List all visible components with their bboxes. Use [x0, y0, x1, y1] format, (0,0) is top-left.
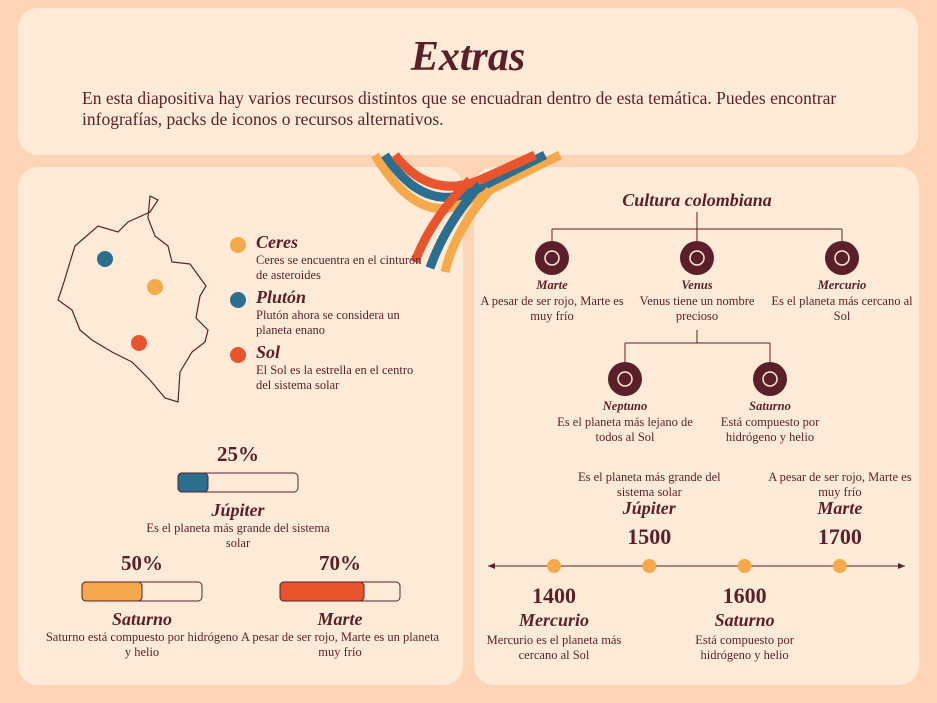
progress-fill — [279, 581, 365, 602]
legend-name: Plutón — [256, 287, 307, 307]
colombia-map — [57, 195, 209, 403]
progress-text: Es el planeta más grande del sistema sol… — [146, 521, 330, 550]
progress-name: Saturno — [111, 609, 173, 629]
ribbon — [371, 150, 563, 274]
node-text: Venus tiene un nombre precioso — [639, 294, 755, 323]
node-name: Neptuno — [602, 399, 648, 413]
node-text: A pesar de ser rojo, Marte es muy frío — [480, 294, 624, 323]
legend-dot — [230, 347, 246, 363]
node-glyph — [544, 250, 560, 266]
tree-title: Cultura colombiana — [622, 190, 772, 210]
event-text: A pesar de ser rojo, Marte es muy frío — [768, 470, 912, 499]
progress-name: Marte — [317, 609, 363, 629]
legend-text: Plutón ahora se considera un planeta ena… — [256, 308, 400, 337]
node-glyph — [689, 250, 705, 266]
node-text: Está compuesto por hidrógeno y helio — [720, 415, 820, 444]
map-dot — [97, 251, 113, 267]
progress-text: A pesar de ser rojo, Marte es un planeta… — [240, 630, 440, 659]
event-text: Está compuesto por hidrógeno y helio — [695, 633, 794, 662]
node-text: Es el planeta más lejano de todos al Sol — [557, 415, 693, 444]
timeline-dot — [642, 559, 657, 573]
node-icon — [535, 241, 569, 275]
event-text: Es el planeta más grande del sistema sol… — [577, 470, 721, 499]
node-name: Venus — [681, 278, 713, 292]
legend-name: Sol — [256, 342, 281, 362]
node-name: Saturno — [749, 399, 791, 413]
legend-text: El Sol es la estrella en el centro del s… — [256, 363, 414, 392]
node-name: Mercurio — [817, 278, 867, 292]
event-name: Mercurio — [518, 610, 589, 630]
node-icon — [753, 362, 787, 396]
left-panel — [18, 167, 463, 685]
legend-text: Ceres se encuentra en el cinturón de ast… — [256, 253, 422, 282]
event-name: Saturno — [714, 610, 775, 630]
percent-label: 70% — [319, 551, 361, 575]
node-glyph — [834, 250, 850, 266]
year: 1600 — [722, 583, 767, 608]
year: 1400 — [532, 583, 576, 608]
progress-fill — [81, 581, 143, 602]
right-panel — [474, 167, 919, 685]
node-glyph — [762, 371, 778, 387]
map-dot — [131, 335, 147, 351]
title: Extras — [410, 34, 526, 80]
event-text: Mercurio es el planeta más cercano al So… — [486, 633, 622, 662]
percent-label: 50% — [121, 551, 163, 575]
legend-name: Ceres — [256, 232, 298, 252]
timeline-dot — [547, 559, 561, 573]
year: 1500 — [627, 524, 672, 549]
progress-name: Júpiter — [211, 500, 265, 520]
timeline-dot — [832, 559, 847, 573]
node-icon — [825, 241, 859, 275]
node-name: Marte — [536, 278, 568, 292]
progress-text: Saturno está compuesto por hidrógeno y h… — [45, 630, 239, 659]
tree-lines — [551, 212, 843, 362]
timeline-dot — [737, 559, 752, 573]
event-name: Marte — [817, 498, 863, 518]
legend-dot — [230, 237, 246, 253]
header-panel — [18, 8, 918, 155]
percent-label: 25% — [217, 442, 259, 466]
node-glyph — [617, 371, 633, 387]
event-name: Júpiter — [622, 498, 676, 518]
node-icon — [680, 241, 714, 275]
node-text: Es el planeta más cercano al Sol — [771, 294, 913, 323]
legend-dot — [230, 292, 246, 308]
map-dot — [147, 279, 163, 295]
progress-fill — [177, 472, 209, 493]
node-icon — [608, 362, 642, 396]
year: 1700 — [817, 524, 862, 549]
description: En esta diapositiva hay varios recursos … — [82, 88, 837, 129]
